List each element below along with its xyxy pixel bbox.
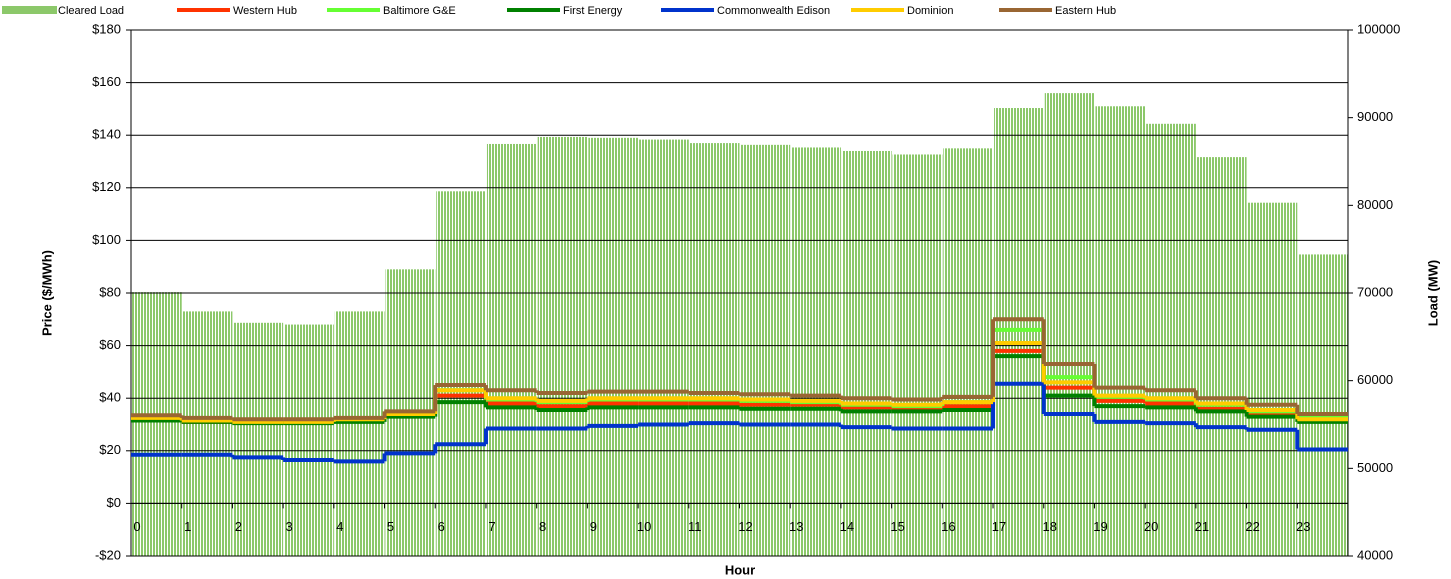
y-tick-label: $20 [99,442,121,457]
x-tick-label: 8 [539,519,546,534]
x-tick-label: 19 [1093,519,1107,534]
y-axis-title: Price ($/MWh) [39,250,54,336]
x-axis-title: Hour [725,562,755,577]
load-bar [182,311,233,556]
load-bar [892,154,943,556]
y2-axis-title: Load (MW) [1425,260,1440,326]
x-tick-label: 20 [1144,519,1158,534]
x-tick-label: 17 [992,519,1006,534]
legend-label: Western Hub [233,5,297,17]
load-bar [486,143,537,556]
legend-label: Dominion [907,5,953,17]
y2-tick-label: 90000 [1357,109,1393,124]
y-tick-label: $40 [99,390,121,405]
legend-label: First Energy [563,5,623,17]
legend-label: Baltimore G&E [383,5,456,17]
load-bar [740,144,791,557]
y2-tick-label: 70000 [1357,284,1393,299]
y-tick-label: $160 [92,74,121,89]
y2-tick-label: 60000 [1357,372,1393,387]
x-tick-label: 16 [941,519,955,534]
x-tick-label: 11 [688,519,702,534]
load-bar [1044,93,1095,557]
x-tick-label: 21 [1195,519,1209,534]
legend-label: Cleared Load [58,5,124,17]
load-bar [639,139,689,557]
x-tick-label: 5 [387,519,394,534]
load-bar [588,137,639,556]
load-bar [334,311,385,556]
y2-tick-label: 80000 [1357,197,1393,212]
x-tick-label: 1 [184,519,191,534]
x-tick-label: 10 [637,519,651,534]
x-tick-label: 2 [235,519,242,534]
plot-frame [130,29,1349,557]
y-tick-label: $100 [92,232,121,247]
load-bar [132,292,182,556]
x-tick-label: 15 [890,519,904,534]
x-tick-label: 6 [438,519,445,534]
y-tick-label: $0 [107,495,121,510]
y-tick-label: $120 [92,179,121,194]
load-bar [1196,157,1247,556]
y-tick-label: $60 [99,337,121,352]
load-bar [436,191,486,556]
load-bar [943,148,994,556]
y-tick-label: $180 [92,21,121,36]
x-tick-label: 13 [789,519,803,534]
x-tick-label: 4 [336,519,343,534]
load-bar [233,322,284,556]
load-bar [1146,123,1196,556]
y-tick-label: -$20 [95,547,121,562]
x-tick-label: 22 [1245,519,1259,534]
load-bar [1298,254,1348,556]
x-tick-label: 14 [840,519,854,534]
x-tick-label: 3 [286,519,293,534]
legend-label: Eastern Hub [1055,5,1116,17]
load-bar [284,324,334,556]
load-bar [1095,106,1146,557]
legend-label: Commonwealth Edison [717,5,830,17]
x-tick-label: 7 [488,519,495,534]
x-tick-label: 0 [133,519,140,534]
load-bar [689,143,740,556]
y-tick-label: $140 [92,127,121,142]
x-tick-label: 18 [1043,519,1057,534]
legend-swatch [2,6,57,14]
y2-tick-label: 100000 [1357,21,1400,36]
load-bar [1247,202,1298,556]
y-tick-label: $80 [99,284,121,299]
load-bar [791,147,841,556]
load-bar [841,150,892,557]
x-tick-label: 9 [590,519,597,534]
load-bar [994,108,1044,557]
y2-tick-label: 40000 [1357,547,1393,562]
load-bar [537,136,588,556]
x-tick-label: 12 [738,519,752,534]
y2-tick-label: 50000 [1357,460,1393,475]
x-tick-label: 23 [1296,519,1310,534]
